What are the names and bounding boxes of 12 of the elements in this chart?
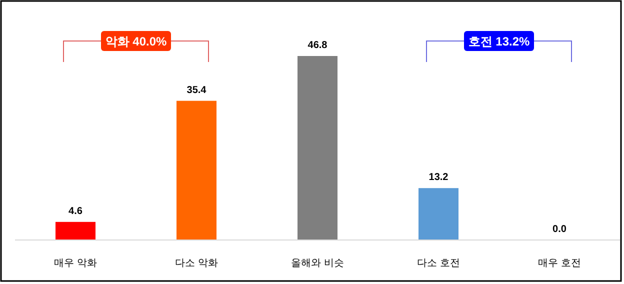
text: 호전 13.2% [468,34,530,48]
x-tick-label: 매우 호전 [538,258,581,269]
x-tick-label: 올해와 비슷 [291,258,344,269]
data-label: 35.4 [186,84,207,96]
data-label: 13.2 [428,172,449,184]
x-tick-label: 매우 악화 [54,258,97,269]
x-tick-label: 다소 호전 [417,258,460,269]
data-label: 4.6 [68,206,83,217]
data-label: 0.0 [552,224,567,235]
data-label: 46.8 [308,40,328,51]
text: 악화 40.0% [105,34,168,48]
x-tick-label: 다소 악화 [175,258,218,269]
